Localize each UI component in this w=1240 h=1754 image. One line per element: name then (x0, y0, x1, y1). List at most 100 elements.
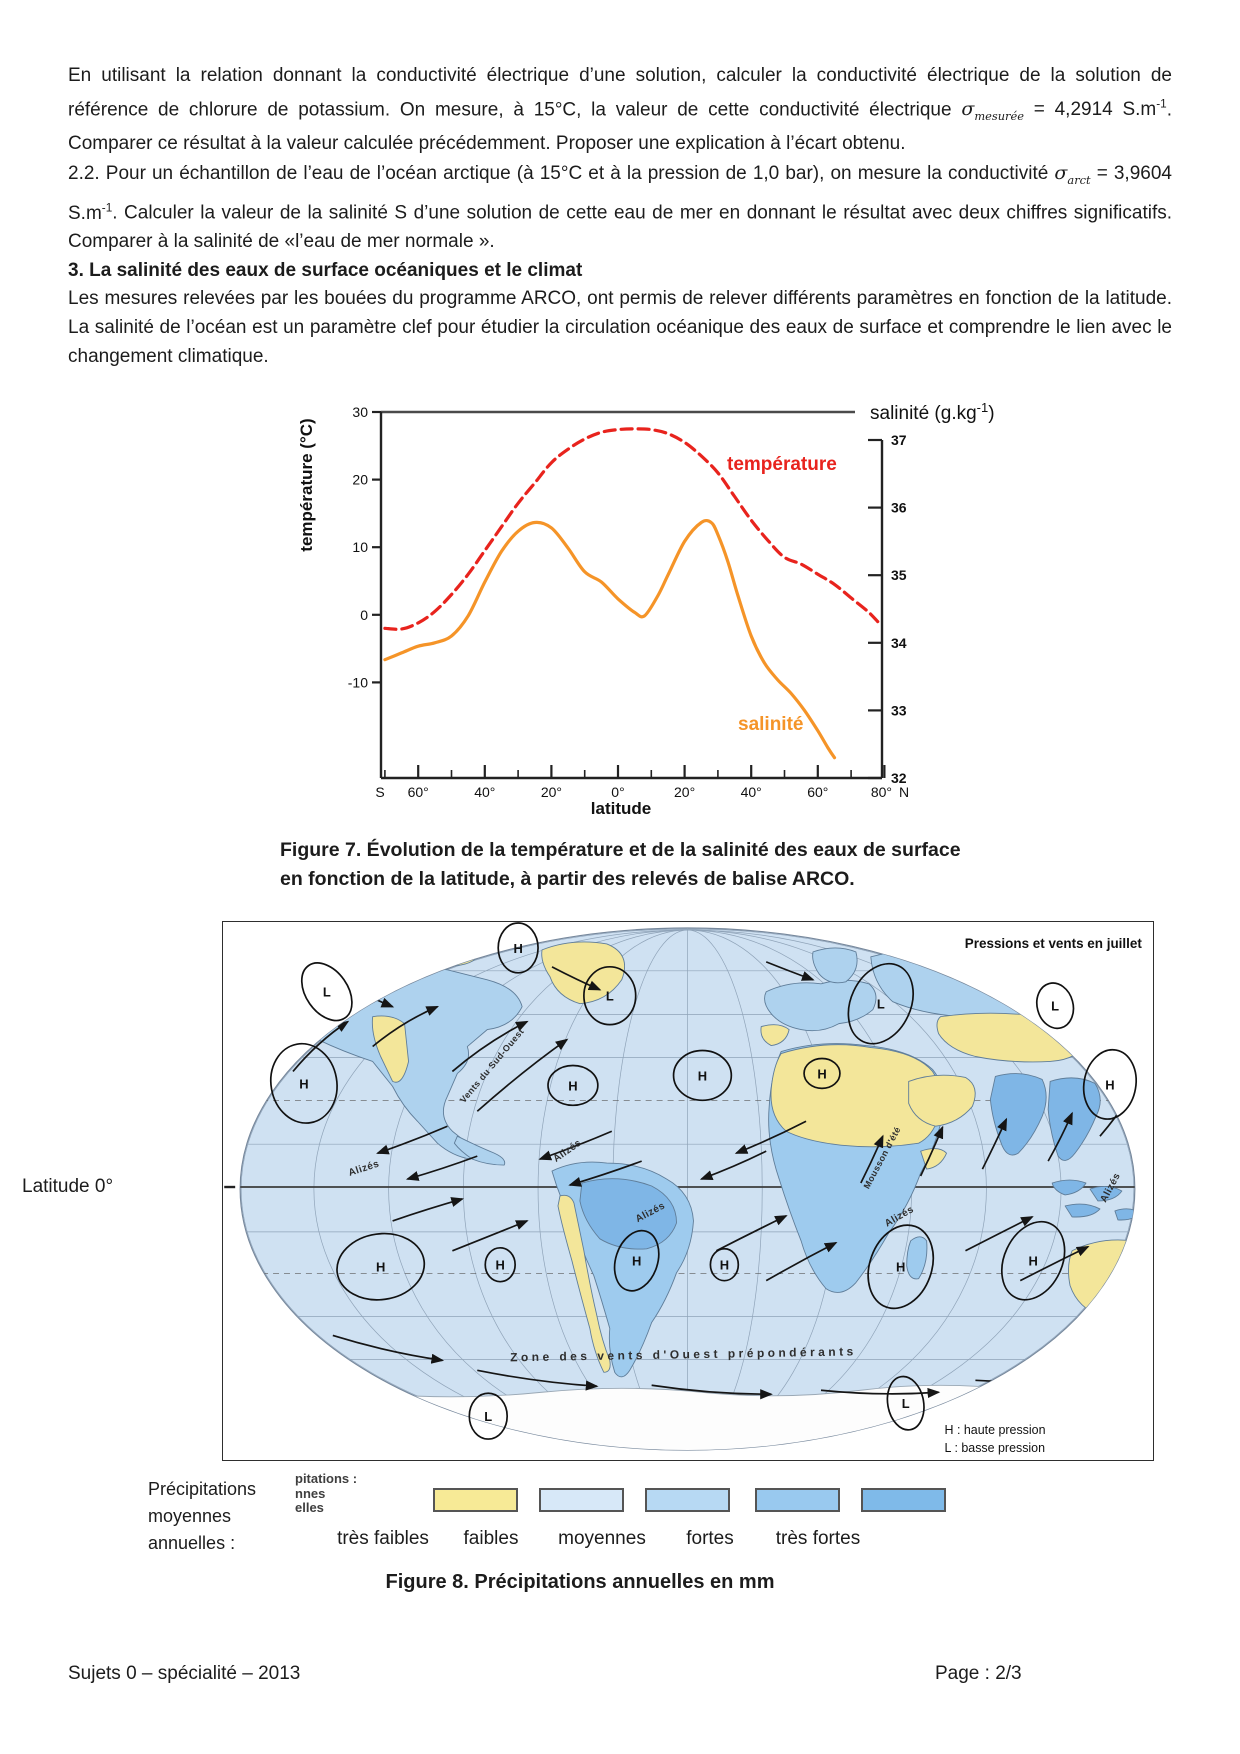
andes-strip (557, 1194, 611, 1373)
precip-swatch-5 (861, 1488, 946, 1512)
paragraph-conductivity: En utilisant la relation donnant la cond… (68, 62, 1172, 159)
svg-text:H: H (817, 1066, 826, 1081)
x-axis-label: latitude (591, 799, 651, 818)
svg-text:H: H (896, 1260, 905, 1275)
svg-text:H: H (720, 1258, 729, 1273)
indonesia-3 (1064, 1203, 1101, 1218)
svg-text:40°: 40° (474, 784, 495, 800)
precip-class-label: très fortes (775, 1528, 861, 1549)
amazon-wet (579, 1178, 677, 1250)
pressure-center-l: L (847, 962, 914, 1045)
svg-text:L: L (902, 1396, 910, 1411)
svg-text:33: 33 (891, 702, 907, 718)
svg-text:L: L (1051, 999, 1059, 1014)
map-legend-h: H : haute pression (945, 1423, 1046, 1437)
svg-text:80°: 80° (871, 784, 892, 800)
left-axis-label: température (°C) (297, 418, 316, 551)
svg-text:H: H (513, 941, 522, 956)
na-west-desert (371, 1015, 409, 1083)
paragraph-2-2: 2.2. Pour un échantillon de l’eau de l’o… (68, 159, 1172, 257)
pressure-center-h: H (867, 1224, 935, 1310)
svg-text:0°: 0° (611, 784, 624, 800)
paragraph-arco: Les mesures relevées par les bouées du p… (68, 288, 1172, 367)
svg-text:H: H (1029, 1254, 1038, 1269)
svg-text:S: S (375, 784, 384, 800)
pressure-center-l: L (468, 1392, 509, 1440)
svg-text:10: 10 (352, 539, 368, 555)
map-legend-l: L : basse pression (945, 1441, 1046, 1455)
svg-text:60°: 60° (807, 784, 828, 800)
svg-text:34: 34 (891, 635, 907, 651)
madagascar (906, 1236, 928, 1280)
wind-arrows (292, 961, 1135, 1400)
scan-fragment-1: pitations : (295, 1471, 358, 1486)
japan (1138, 1023, 1152, 1045)
precip-swatch-3 (645, 1488, 730, 1512)
svg-text:H: H (698, 1068, 707, 1083)
precip-swatch-4 (755, 1488, 840, 1512)
pressure-center-l: L (1035, 982, 1075, 1030)
precip-class-label: très faibles (337, 1528, 429, 1549)
indonesia-4 (1114, 1208, 1135, 1221)
body-text: En utilisant la relation donnant la cond… (68, 62, 1172, 371)
scandinavia (812, 947, 858, 984)
pressure-center-h: H (803, 1057, 841, 1090)
asia-north-yellow (978, 958, 1062, 983)
svg-text:H: H (376, 1260, 385, 1275)
chart-series (383, 427, 880, 760)
map-title: Pressions et vents en juillet (965, 936, 1143, 951)
svg-text:20°: 20° (674, 784, 695, 800)
svg-text:H: H (568, 1078, 577, 1093)
svg-text:L: L (606, 989, 614, 1004)
figure7-caption: Figure 7. Évolution de la température et… (280, 836, 980, 894)
svg-text:N: N (899, 784, 909, 800)
footer-right: Page : 2/3 (935, 1663, 1022, 1684)
pressure-center-l: L (886, 1375, 925, 1431)
indonesia-1 (1051, 1179, 1087, 1196)
scan-fragment-2: nnes (295, 1486, 326, 1501)
greenland (541, 941, 625, 1005)
pressure-center-h: H (269, 1042, 338, 1124)
svg-text:L: L (877, 997, 885, 1012)
svg-text:H: H (1105, 1077, 1114, 1092)
iberia (760, 1024, 790, 1046)
arabia-desert (908, 1074, 976, 1127)
svg-text:20°: 20° (541, 784, 562, 800)
temperature-curve-label: température (727, 454, 837, 475)
australia-east-wet (1140, 1246, 1152, 1309)
pressure-center-h: H (497, 922, 539, 974)
figure8-caption: Figure 8. Précipitations annuelles en mm (385, 1571, 775, 1593)
pressure-center-l: L (300, 962, 353, 1022)
new-zealand (1148, 1342, 1152, 1366)
p1-text-before: En utilisant la relation donnant la cond… (68, 65, 1172, 120)
sigma-arct-formula: σarct (1054, 161, 1091, 187)
precip-class-label: faibles (463, 1528, 519, 1549)
wind-label: Zone des vents d'Ouest prépondérants (510, 1344, 857, 1364)
svg-text:H: H (632, 1254, 641, 1269)
figure7-caption-line2: en fonction de la latitude, à partir des… (280, 868, 855, 890)
arctic-island-1 (372, 955, 423, 975)
pressure-center-h: H (484, 1246, 516, 1283)
pressure-center-h: H (1001, 1220, 1066, 1301)
svg-text:L: L (484, 1409, 492, 1424)
figure7-chart: température (°C) salinité (g.kg-1) latit… (297, 400, 995, 818)
svg-text:37: 37 (891, 432, 907, 448)
svg-text:-10: -10 (348, 674, 368, 690)
right-axis-label: salinité (g.kg-1) (870, 400, 995, 424)
scan-fragment-3: elles (295, 1500, 324, 1515)
svg-text:40°: 40° (741, 784, 762, 800)
pressure-centers: H L L L L H H H H H H H H H H H L L (269, 922, 1137, 1440)
svg-text:30: 30 (352, 404, 368, 420)
sahara (770, 1044, 942, 1148)
p2-text-before: 2.2. Pour un échantillon de l’eau de l’o… (68, 162, 1055, 184)
precip-class-label: fortes (686, 1528, 734, 1549)
section-3-heading: 3. La salinité des eaux de surface océan… (68, 259, 583, 281)
indonesia-2 (1089, 1186, 1123, 1202)
precip-class-label: moyennes (558, 1528, 646, 1549)
svg-text:35: 35 (891, 567, 907, 583)
svg-text:20: 20 (352, 472, 368, 488)
svg-text:H: H (299, 1076, 308, 1091)
pressure-center-h: H (672, 1049, 733, 1102)
